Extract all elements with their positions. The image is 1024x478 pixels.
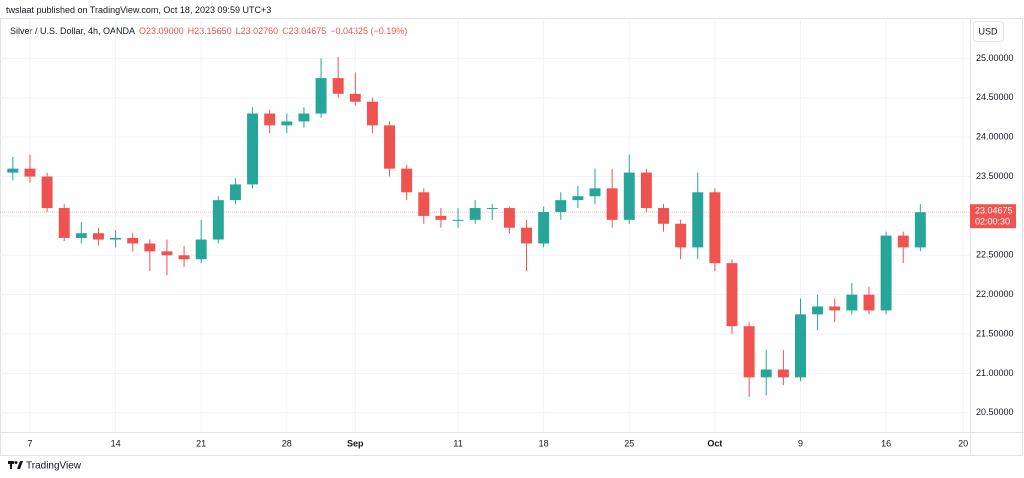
last-price-label: 23.04675 <box>975 206 1013 216</box>
candle-body <box>692 192 704 248</box>
candle-body <box>658 208 669 224</box>
candle-body <box>384 125 396 169</box>
x-tick-label: 20 <box>958 438 968 448</box>
y-tick-label: 20.50000 <box>976 407 1014 417</box>
candle-body <box>726 263 738 327</box>
candle-body <box>92 233 104 240</box>
candle-body <box>75 233 87 238</box>
countdown-label: 02:00:30 <box>975 217 1010 227</box>
logo-text: TradingView <box>26 461 82 472</box>
candle-body <box>675 223 687 248</box>
candle-body <box>127 237 139 244</box>
last-price-box <box>970 204 1016 229</box>
grid <box>0 18 970 432</box>
candle-body <box>41 176 53 209</box>
candle-body <box>812 306 824 315</box>
candle-body <box>521 227 533 244</box>
x-tick-label: 16 <box>881 438 891 448</box>
candle-body <box>897 235 909 248</box>
candle-body <box>247 113 259 185</box>
candle-body <box>435 215 447 220</box>
candle-body <box>863 294 875 311</box>
chart-frame <box>0 18 1023 456</box>
x-tick-label: 28 <box>282 438 292 448</box>
currency-button[interactable] <box>973 21 1004 42</box>
candle-body <box>212 200 224 240</box>
candle-body <box>229 184 241 201</box>
x-tick-label: 25 <box>624 438 634 448</box>
publish-note: twslaat published on TradingView.com, Oc… <box>6 5 272 15</box>
candle-body <box>640 172 652 209</box>
candle-body <box>24 168 36 177</box>
candle-body <box>486 208 498 210</box>
ohlc-value: O23.09000 <box>139 26 184 36</box>
ohlc-value: C23.04675 <box>282 26 327 36</box>
y-tick-label: 24.00000 <box>976 132 1014 142</box>
y-tick-label: 22.00000 <box>976 289 1014 299</box>
y-tick-label: 22.50000 <box>976 250 1014 260</box>
x-tick-label: 11 <box>453 438 462 448</box>
x-tick-label: Oct <box>707 438 722 448</box>
x-tick-label: 18 <box>539 438 549 448</box>
y-tick-label: 25.00000 <box>976 53 1014 63</box>
candle-body <box>178 255 190 260</box>
candle-body <box>538 211 550 244</box>
candle-body <box>110 237 122 240</box>
candle-body <box>829 306 841 311</box>
candle-body <box>401 168 413 193</box>
x-tick-label: 14 <box>111 438 121 448</box>
candle-body <box>418 192 430 216</box>
chart-legend: Silver / U.S. Dollar, 4h, OANDA O23.09000… <box>10 26 415 36</box>
candle-body <box>264 113 276 126</box>
candle-body <box>161 251 173 256</box>
logo-mark <box>14 461 18 464</box>
candle-body <box>606 188 618 220</box>
candle-body <box>777 369 789 378</box>
logo-mark <box>10 461 12 469</box>
candle-body <box>58 208 70 238</box>
candle-body <box>315 78 327 114</box>
candle-body <box>914 212 926 248</box>
candle-body <box>349 93 361 102</box>
symbol-title: Silver / U.S. Dollar, 4h, OANDA <box>10 26 136 36</box>
candle-body <box>572 196 584 201</box>
y-tick-label: 24.50000 <box>976 92 1014 102</box>
candle-body <box>760 369 772 378</box>
candle-body <box>332 78 344 94</box>
ohlc-values: O23.09000 H23.15650 L23.02760 C23.04675 −0.0… <box>139 26 411 36</box>
x-tick-label: 7 <box>27 438 32 448</box>
candle-body <box>503 208 515 228</box>
x-tick-label: Sep <box>347 438 364 448</box>
candle-body <box>281 121 293 126</box>
candle-body <box>743 326 755 378</box>
candle-body <box>144 243 156 252</box>
candle-body <box>709 192 721 264</box>
ohlc-value: H23.15650 <box>187 26 232 36</box>
candle-body <box>846 294 858 311</box>
ohlc-value: −0.04325 (−0.19%) <box>330 26 408 36</box>
candle-body <box>555 200 567 212</box>
candle-body <box>589 188 601 197</box>
candle-body <box>623 172 635 220</box>
candle-body <box>452 219 464 221</box>
candle-body <box>469 208 481 220</box>
logo-mark <box>17 461 23 469</box>
y-tick-label: 23.50000 <box>976 171 1014 181</box>
x-tick-label: 21 <box>196 438 206 448</box>
candle-body <box>298 113 310 122</box>
y-tick-label: 21.50000 <box>976 328 1014 338</box>
candle-body <box>795 314 806 378</box>
candle-body <box>7 168 19 173</box>
y-tick-label: 21.00000 <box>976 368 1014 378</box>
ohlc-value: L23.02760 <box>235 26 279 36</box>
candle-body <box>366 101 378 126</box>
candle-body <box>195 239 207 260</box>
currency-label: USD <box>978 26 998 36</box>
tradingview-logo: TradingView <box>8 461 82 472</box>
candle-body <box>880 235 892 311</box>
x-tick-label: 9 <box>798 438 803 448</box>
